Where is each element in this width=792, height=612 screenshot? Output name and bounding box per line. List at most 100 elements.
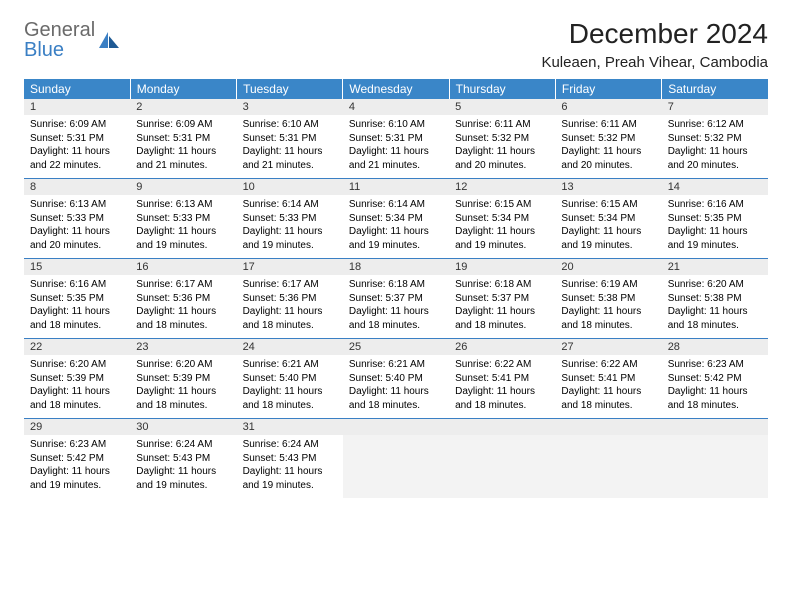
daylight-line: Daylight: 11 hours and 20 minutes. bbox=[561, 145, 655, 172]
sunset-line: Sunset: 5:42 PM bbox=[668, 372, 762, 386]
daylight-line: Daylight: 11 hours and 19 minutes. bbox=[136, 465, 230, 492]
daylight-line: Daylight: 11 hours and 18 minutes. bbox=[136, 305, 230, 332]
sunrise-line: Sunrise: 6:21 AM bbox=[349, 358, 443, 372]
sunset-line: Sunset: 5:38 PM bbox=[668, 292, 762, 306]
daylight-line: Daylight: 11 hours and 18 minutes. bbox=[455, 385, 549, 412]
daylight-line: Daylight: 11 hours and 20 minutes. bbox=[30, 225, 124, 252]
sunset-line: Sunset: 5:36 PM bbox=[243, 292, 337, 306]
brand-part2: Blue bbox=[24, 39, 64, 61]
day-number-cell: 31 bbox=[237, 419, 343, 436]
daylight-line: Daylight: 11 hours and 18 minutes. bbox=[561, 305, 655, 332]
sunrise-line: Sunrise: 6:11 AM bbox=[455, 118, 549, 132]
sunset-line: Sunset: 5:40 PM bbox=[243, 372, 337, 386]
day-number-cell: 26 bbox=[449, 339, 555, 356]
day-number-cell: 23 bbox=[130, 339, 236, 356]
day-content-cell: Sunrise: 6:15 AMSunset: 5:34 PMDaylight:… bbox=[555, 195, 661, 259]
day-number-cell: 6 bbox=[555, 99, 661, 115]
sunset-line: Sunset: 5:33 PM bbox=[30, 212, 124, 226]
day-content-cell: Sunrise: 6:14 AMSunset: 5:33 PMDaylight:… bbox=[237, 195, 343, 259]
day-content-cell: Sunrise: 6:21 AMSunset: 5:40 PMDaylight:… bbox=[343, 355, 449, 419]
sunrise-line: Sunrise: 6:20 AM bbox=[668, 278, 762, 292]
sunset-line: Sunset: 5:41 PM bbox=[561, 372, 655, 386]
sunset-line: Sunset: 5:34 PM bbox=[455, 212, 549, 226]
daylight-line: Daylight: 11 hours and 18 minutes. bbox=[668, 305, 762, 332]
sunrise-line: Sunrise: 6:21 AM bbox=[243, 358, 337, 372]
daylight-line: Daylight: 11 hours and 18 minutes. bbox=[349, 385, 443, 412]
day-content-cell: Sunrise: 6:22 AMSunset: 5:41 PMDaylight:… bbox=[555, 355, 661, 419]
day-content-row: Sunrise: 6:09 AMSunset: 5:31 PMDaylight:… bbox=[24, 115, 768, 179]
sunrise-line: Sunrise: 6:10 AM bbox=[243, 118, 337, 132]
sunrise-line: Sunrise: 6:09 AM bbox=[30, 118, 124, 132]
month-title: December 2024 bbox=[541, 18, 768, 50]
day-content-cell: Sunrise: 6:18 AMSunset: 5:37 PMDaylight:… bbox=[449, 275, 555, 339]
sunrise-line: Sunrise: 6:18 AM bbox=[455, 278, 549, 292]
day-number-cell: 5 bbox=[449, 99, 555, 115]
sunrise-line: Sunrise: 6:09 AM bbox=[136, 118, 230, 132]
weekday-header: Monday bbox=[130, 79, 236, 99]
daylight-line: Daylight: 11 hours and 18 minutes. bbox=[455, 305, 549, 332]
daylight-line: Daylight: 11 hours and 21 minutes. bbox=[136, 145, 230, 172]
daylight-line: Daylight: 11 hours and 22 minutes. bbox=[30, 145, 124, 172]
daylight-line: Daylight: 11 hours and 18 minutes. bbox=[30, 385, 124, 412]
daylight-line: Daylight: 11 hours and 21 minutes. bbox=[349, 145, 443, 172]
day-content-cell: Sunrise: 6:22 AMSunset: 5:41 PMDaylight:… bbox=[449, 355, 555, 419]
day-number-cell: 3 bbox=[237, 99, 343, 115]
weekday-header: Wednesday bbox=[343, 79, 449, 99]
brand-part1: General bbox=[24, 19, 95, 41]
sunset-line: Sunset: 5:43 PM bbox=[136, 452, 230, 466]
sunset-line: Sunset: 5:36 PM bbox=[136, 292, 230, 306]
day-number-cell: 27 bbox=[555, 339, 661, 356]
sunrise-line: Sunrise: 6:24 AM bbox=[243, 438, 337, 452]
day-content-cell: Sunrise: 6:18 AMSunset: 5:37 PMDaylight:… bbox=[343, 275, 449, 339]
weekday-header: Thursday bbox=[449, 79, 555, 99]
day-content-row: Sunrise: 6:13 AMSunset: 5:33 PMDaylight:… bbox=[24, 195, 768, 259]
sunset-line: Sunset: 5:39 PM bbox=[30, 372, 124, 386]
daylight-line: Daylight: 11 hours and 19 minutes. bbox=[455, 225, 549, 252]
sunset-line: Sunset: 5:34 PM bbox=[349, 212, 443, 226]
weekday-header: Friday bbox=[555, 79, 661, 99]
sunrise-line: Sunrise: 6:11 AM bbox=[561, 118, 655, 132]
sunset-line: Sunset: 5:40 PM bbox=[349, 372, 443, 386]
day-number-cell: 22 bbox=[24, 339, 130, 356]
day-content-cell: Sunrise: 6:19 AMSunset: 5:38 PMDaylight:… bbox=[555, 275, 661, 339]
day-content-cell: Sunrise: 6:23 AMSunset: 5:42 PMDaylight:… bbox=[24, 435, 130, 498]
weekday-header: Saturday bbox=[662, 79, 768, 99]
daylight-line: Daylight: 11 hours and 18 minutes. bbox=[668, 385, 762, 412]
sunset-line: Sunset: 5:39 PM bbox=[136, 372, 230, 386]
sunset-line: Sunset: 5:32 PM bbox=[455, 132, 549, 146]
daylight-line: Daylight: 11 hours and 19 minutes. bbox=[136, 225, 230, 252]
day-content-cell: Sunrise: 6:14 AMSunset: 5:34 PMDaylight:… bbox=[343, 195, 449, 259]
day-content-cell: Sunrise: 6:09 AMSunset: 5:31 PMDaylight:… bbox=[24, 115, 130, 179]
day-number-cell: 13 bbox=[555, 179, 661, 196]
sunrise-line: Sunrise: 6:19 AM bbox=[561, 278, 655, 292]
sunrise-line: Sunrise: 6:18 AM bbox=[349, 278, 443, 292]
sunset-line: Sunset: 5:41 PM bbox=[455, 372, 549, 386]
brand-text: General Blue bbox=[24, 20, 95, 60]
sunset-line: Sunset: 5:32 PM bbox=[561, 132, 655, 146]
daylight-line: Daylight: 11 hours and 18 minutes. bbox=[136, 385, 230, 412]
day-number-cell: 18 bbox=[343, 259, 449, 276]
daylight-line: Daylight: 11 hours and 18 minutes. bbox=[349, 305, 443, 332]
daylight-line: Daylight: 11 hours and 18 minutes. bbox=[30, 305, 124, 332]
sunrise-line: Sunrise: 6:23 AM bbox=[30, 438, 124, 452]
daylight-line: Daylight: 11 hours and 20 minutes. bbox=[668, 145, 762, 172]
day-number-row: 891011121314 bbox=[24, 179, 768, 196]
day-content-cell: Sunrise: 6:24 AMSunset: 5:43 PMDaylight:… bbox=[130, 435, 236, 498]
sunrise-line: Sunrise: 6:17 AM bbox=[243, 278, 337, 292]
brand-logo: General Blue bbox=[24, 20, 119, 60]
day-number-cell: 14 bbox=[662, 179, 768, 196]
sunrise-line: Sunrise: 6:20 AM bbox=[136, 358, 230, 372]
day-number-row: 1234567 bbox=[24, 99, 768, 115]
day-content-cell bbox=[662, 435, 768, 498]
day-content-cell: Sunrise: 6:12 AMSunset: 5:32 PMDaylight:… bbox=[662, 115, 768, 179]
daylight-line: Daylight: 11 hours and 19 minutes. bbox=[243, 225, 337, 252]
day-content-cell: Sunrise: 6:23 AMSunset: 5:42 PMDaylight:… bbox=[662, 355, 768, 419]
sunrise-line: Sunrise: 6:15 AM bbox=[561, 198, 655, 212]
brand-sail-icon bbox=[99, 32, 119, 48]
day-content-cell bbox=[555, 435, 661, 498]
weekday-header: Sunday bbox=[24, 79, 130, 99]
day-number-row: 22232425262728 bbox=[24, 339, 768, 356]
day-content-cell: Sunrise: 6:20 AMSunset: 5:38 PMDaylight:… bbox=[662, 275, 768, 339]
day-content-cell: Sunrise: 6:21 AMSunset: 5:40 PMDaylight:… bbox=[237, 355, 343, 419]
day-number-cell: 7 bbox=[662, 99, 768, 115]
